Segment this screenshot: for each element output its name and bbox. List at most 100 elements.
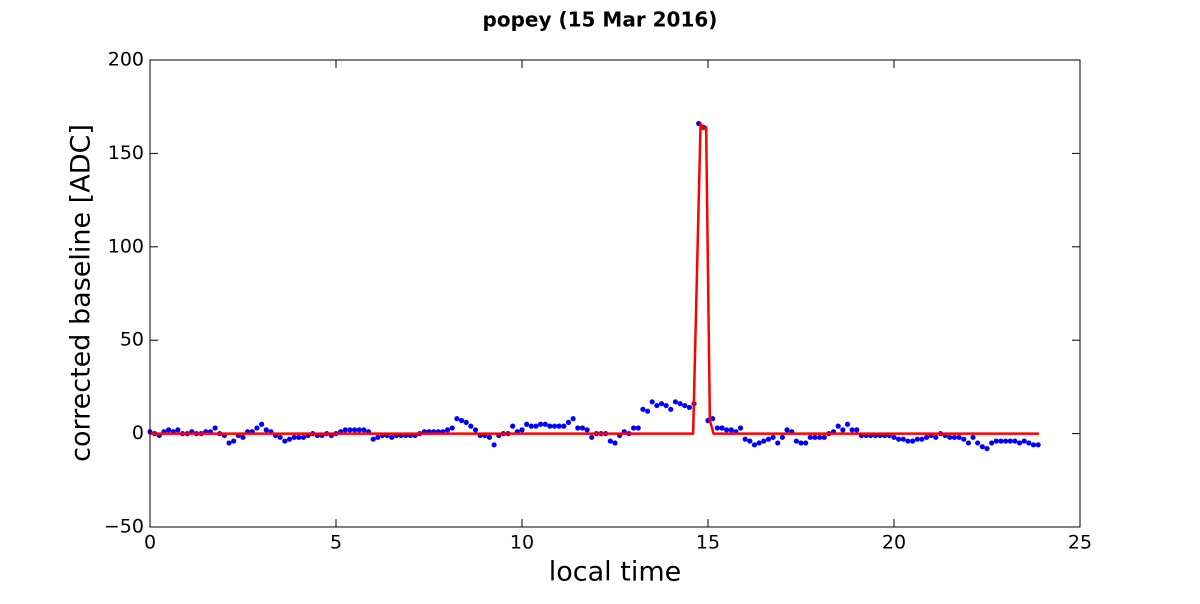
y-tick-label: 0	[132, 422, 144, 444]
data-point	[947, 434, 953, 440]
data-point	[719, 425, 725, 431]
x-tick-label: 5	[330, 532, 342, 554]
x-tick-label: 0	[144, 532, 156, 554]
data-point	[975, 440, 981, 446]
data-point	[175, 427, 181, 433]
data-point	[635, 425, 641, 431]
data-point	[728, 427, 734, 433]
data-point	[910, 438, 916, 444]
data-point	[282, 438, 288, 444]
data-point	[905, 438, 911, 444]
data-point	[528, 423, 534, 429]
x-tick-label: 15	[696, 532, 720, 554]
data-point	[961, 436, 967, 442]
y-tick-label: 200	[108, 49, 144, 71]
y-tick-label: 100	[108, 235, 144, 257]
chart-title: popey (15 Mar 2016)	[483, 8, 718, 32]
data-point	[798, 440, 804, 446]
data-point	[286, 436, 293, 442]
data-point	[970, 434, 976, 440]
data-point	[584, 427, 590, 433]
data-point	[1003, 438, 1009, 444]
data-point	[551, 423, 558, 429]
data-point	[844, 421, 851, 427]
data-point	[389, 434, 395, 440]
data-point	[291, 434, 297, 440]
data-point	[231, 438, 237, 444]
data-point	[607, 438, 613, 444]
data-point	[900, 436, 906, 442]
data-point	[923, 434, 930, 440]
x-tick-label: 10	[510, 532, 534, 554]
data-point	[579, 425, 586, 431]
fit-line	[150, 122, 1040, 435]
data-point	[710, 416, 716, 422]
data-point	[472, 427, 479, 433]
data-point	[1021, 438, 1027, 444]
data-point	[919, 436, 925, 442]
data-point	[649, 399, 655, 405]
y-tick-label: −50	[104, 516, 144, 538]
data-point	[1012, 438, 1018, 444]
x-tick-label: 25	[1068, 532, 1092, 554]
data-point	[510, 423, 516, 429]
data-point	[737, 425, 744, 431]
data-point	[589, 434, 595, 440]
data-point	[1007, 438, 1013, 444]
data-point	[519, 427, 525, 433]
data-point	[724, 427, 730, 433]
data-point	[672, 399, 679, 405]
data-point	[668, 406, 674, 412]
data-point	[1030, 442, 1037, 448]
data-point	[454, 416, 460, 422]
data-point	[1035, 442, 1041, 448]
data-point	[770, 434, 776, 440]
y-tick-label: 50	[120, 329, 144, 351]
y-tick-label: 150	[108, 142, 144, 164]
data-point	[784, 427, 790, 433]
data-point	[575, 425, 581, 431]
data-point	[254, 425, 260, 431]
data-point	[849, 427, 855, 433]
data-point	[445, 427, 451, 433]
data-point	[491, 442, 497, 448]
data-point	[765, 436, 772, 442]
data-point	[998, 438, 1004, 444]
data-point	[542, 421, 548, 427]
data-point	[342, 427, 348, 433]
data-point	[458, 417, 465, 424]
data-point	[775, 440, 781, 446]
data-point	[166, 427, 172, 433]
data-point	[747, 438, 753, 444]
data-point	[933, 434, 939, 440]
data-point	[356, 427, 362, 433]
data-point	[612, 440, 618, 446]
data-point	[989, 440, 995, 446]
data-point	[277, 434, 283, 440]
data-point	[821, 434, 827, 440]
plot-frame	[149, 59, 1081, 528]
data-point	[984, 445, 990, 452]
data-point	[547, 423, 553, 429]
data-point	[524, 421, 530, 427]
data-point	[761, 438, 767, 444]
data-point	[538, 421, 544, 427]
data-point	[347, 427, 353, 433]
data-point	[682, 402, 688, 409]
data-point	[807, 434, 813, 440]
data-point	[896, 436, 902, 442]
data-point	[565, 419, 572, 425]
data-point	[463, 419, 469, 425]
data-point	[240, 434, 246, 440]
x-tick-label: 20	[882, 532, 906, 554]
data-point	[259, 421, 265, 427]
data-point	[756, 440, 762, 446]
data-point	[793, 438, 799, 444]
data-point	[956, 434, 962, 440]
data-point	[1026, 440, 1032, 446]
data-point	[951, 434, 958, 440]
data-point	[1016, 440, 1023, 446]
data-point	[803, 440, 809, 446]
